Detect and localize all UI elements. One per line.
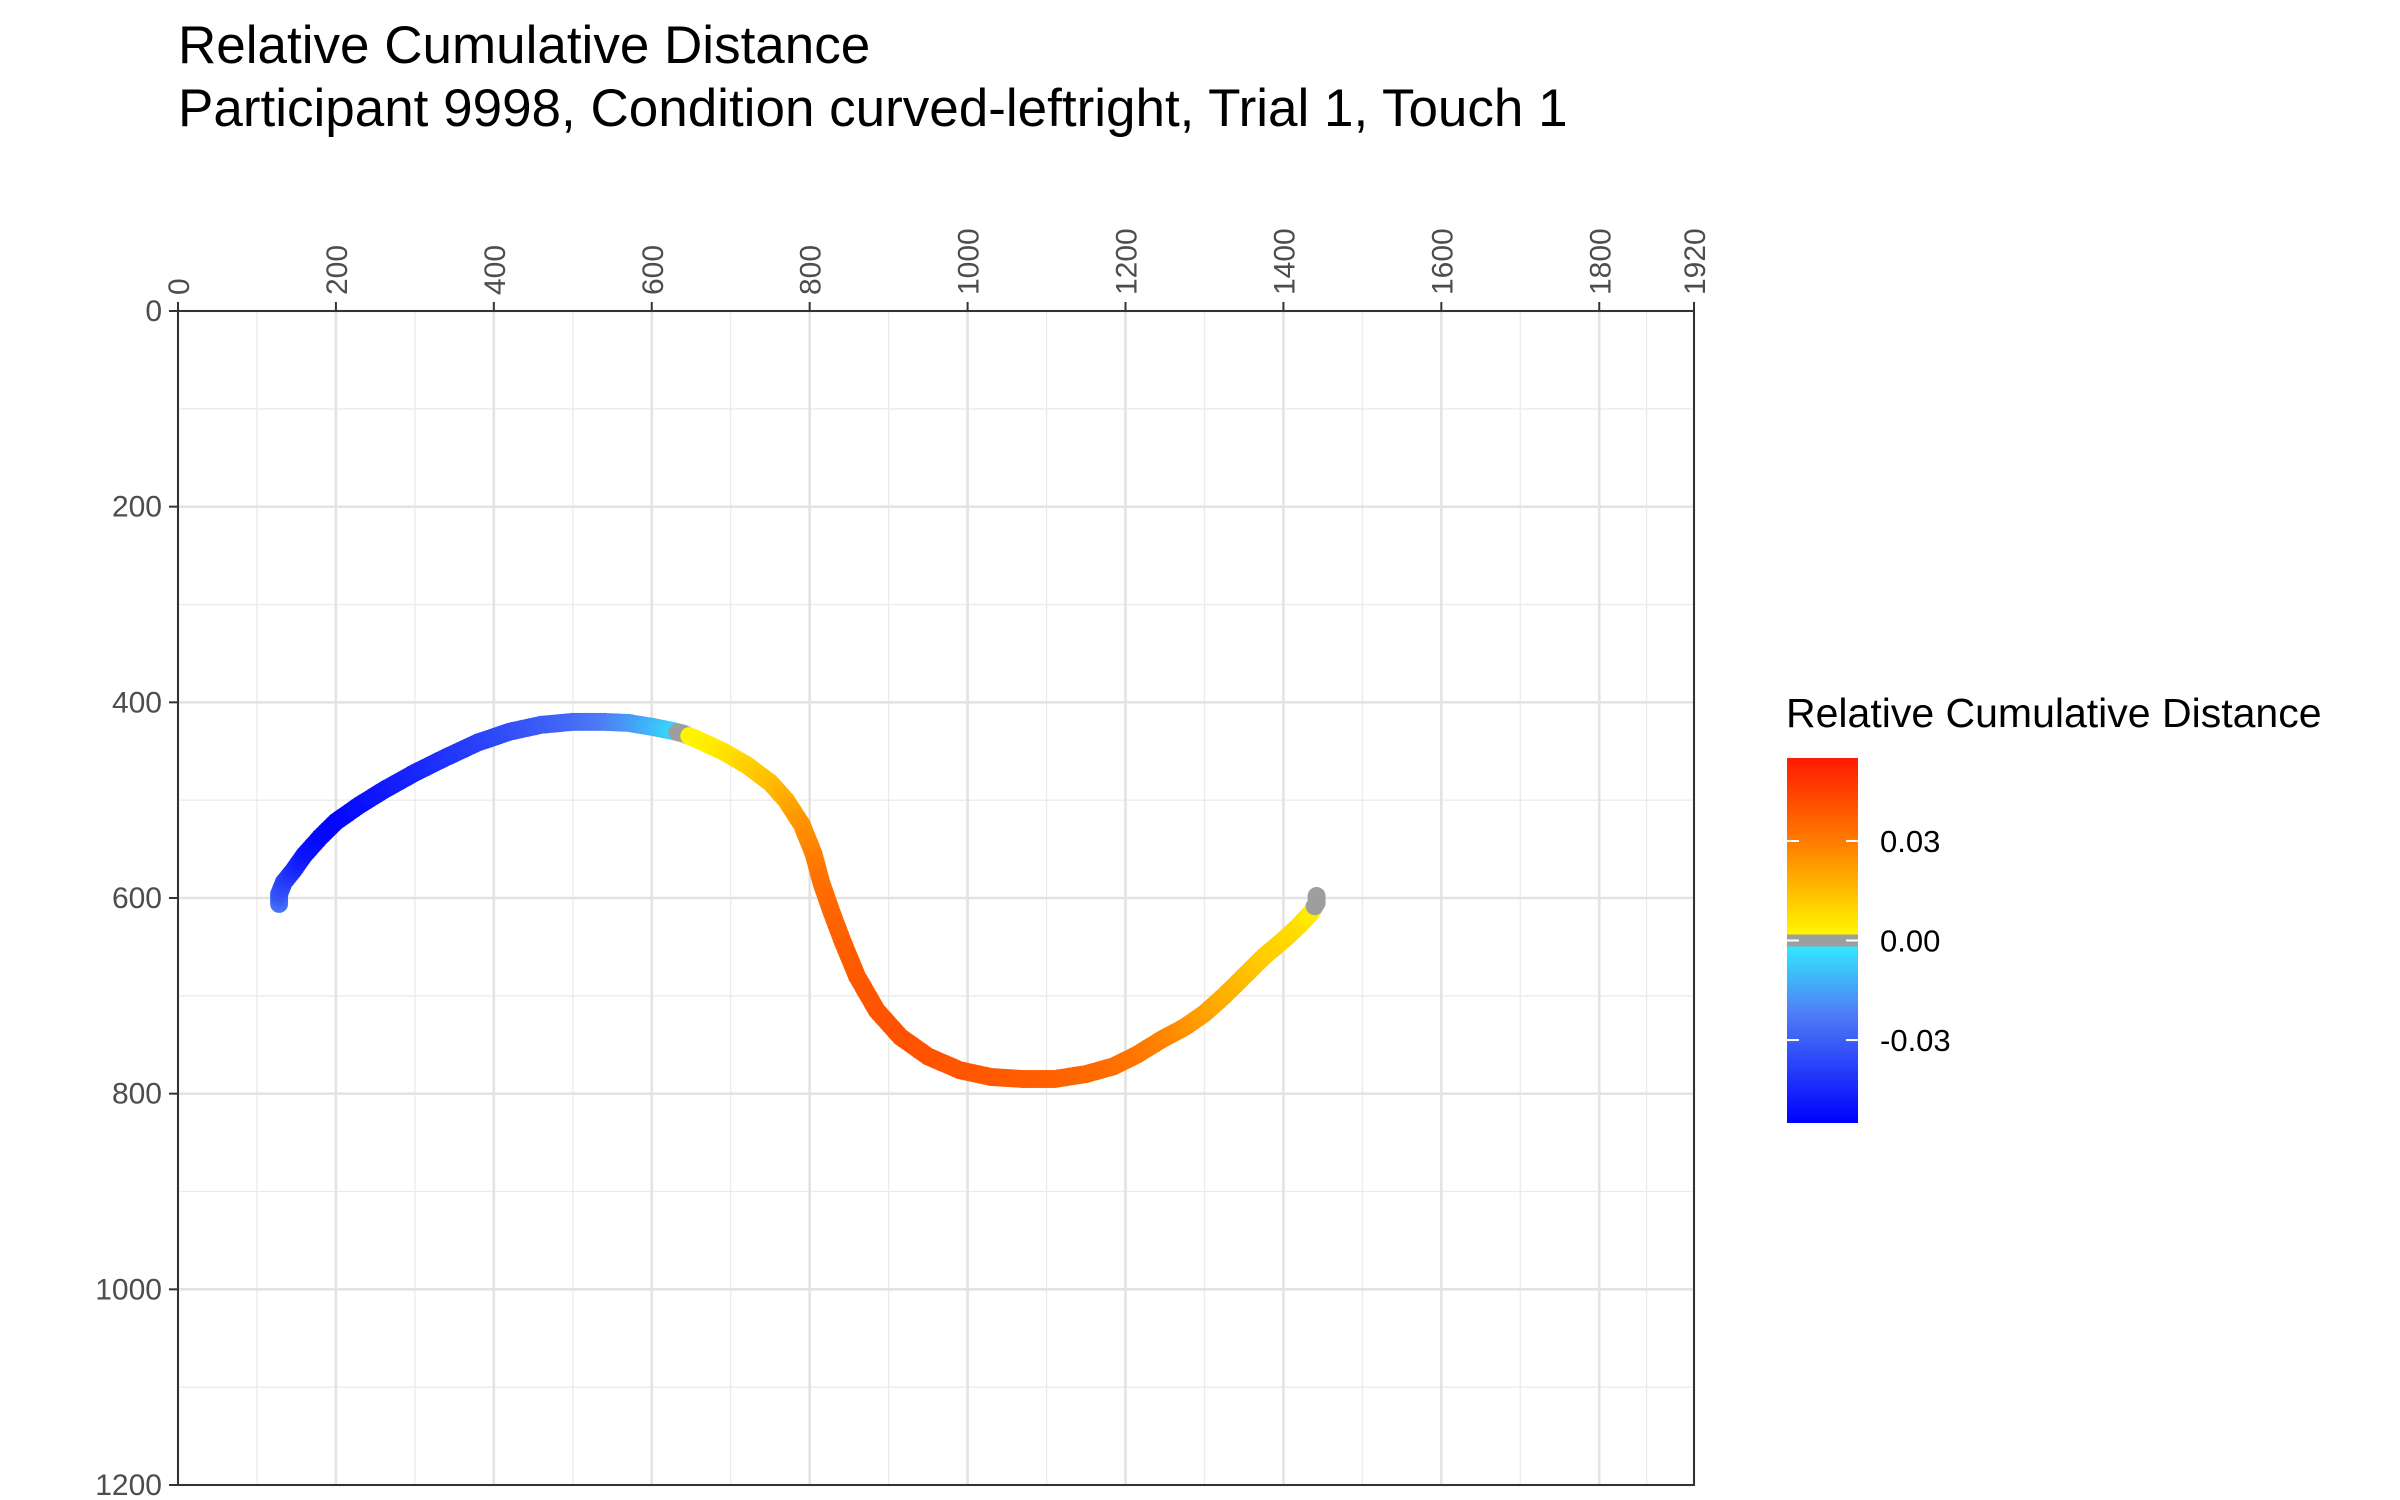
trajectory-points bbox=[270, 712, 1326, 1088]
x-tick-label: 1800 bbox=[1584, 228, 1617, 295]
color-legend: Relative Cumulative Distance 0.03 0.00 -0.0… bbox=[1786, 690, 2322, 1123]
legend-colorbar-positive bbox=[1787, 758, 1858, 941]
legend-label: 0.00 bbox=[1880, 924, 1940, 959]
legend-label: -0.03 bbox=[1880, 1023, 1951, 1058]
x-tick-label: 1000 bbox=[953, 228, 986, 295]
x-tick-label: 1920 bbox=[1679, 228, 1712, 295]
title-block: Relative Cumulative Distance Participant… bbox=[178, 14, 1568, 140]
x-tick-label: 1200 bbox=[1111, 228, 1144, 295]
y-tick-label: 800 bbox=[112, 1078, 162, 1111]
x-tick-label: 1400 bbox=[1268, 228, 1301, 295]
x-tick-label: 600 bbox=[637, 245, 670, 295]
y-tick-label: 1000 bbox=[95, 1273, 162, 1306]
y-tick-label: 1200 bbox=[95, 1469, 162, 1500]
x-tick-label: 400 bbox=[479, 245, 512, 295]
chart-subtitle: Participant 9998, Condition curved-leftr… bbox=[178, 79, 1568, 138]
chart-title: Relative Cumulative Distance bbox=[178, 16, 871, 75]
x-tick-label: 800 bbox=[795, 245, 828, 295]
legend-zero-band bbox=[1787, 934, 1858, 947]
legend-colorbar-negative bbox=[1787, 940, 1858, 1123]
x-tick-label: 1600 bbox=[1426, 228, 1459, 295]
legend-title: Relative Cumulative Distance bbox=[1786, 690, 2322, 736]
x-tick-label: 200 bbox=[321, 245, 354, 295]
legend-label: 0.03 bbox=[1880, 824, 1940, 859]
axes: 0 200 400 600 800 1000 1200 1400 1600 1800 1920 0 20… bbox=[95, 228, 1712, 1500]
y-tick-label: 400 bbox=[112, 686, 162, 719]
data-point bbox=[1307, 887, 1326, 906]
y-tick-label: 600 bbox=[112, 882, 162, 915]
y-tick-label: 0 bbox=[145, 295, 162, 328]
x-tick-label: 0 bbox=[163, 278, 196, 295]
y-tick-label: 200 bbox=[112, 491, 162, 524]
grid-lines bbox=[176, 309, 1696, 1487]
